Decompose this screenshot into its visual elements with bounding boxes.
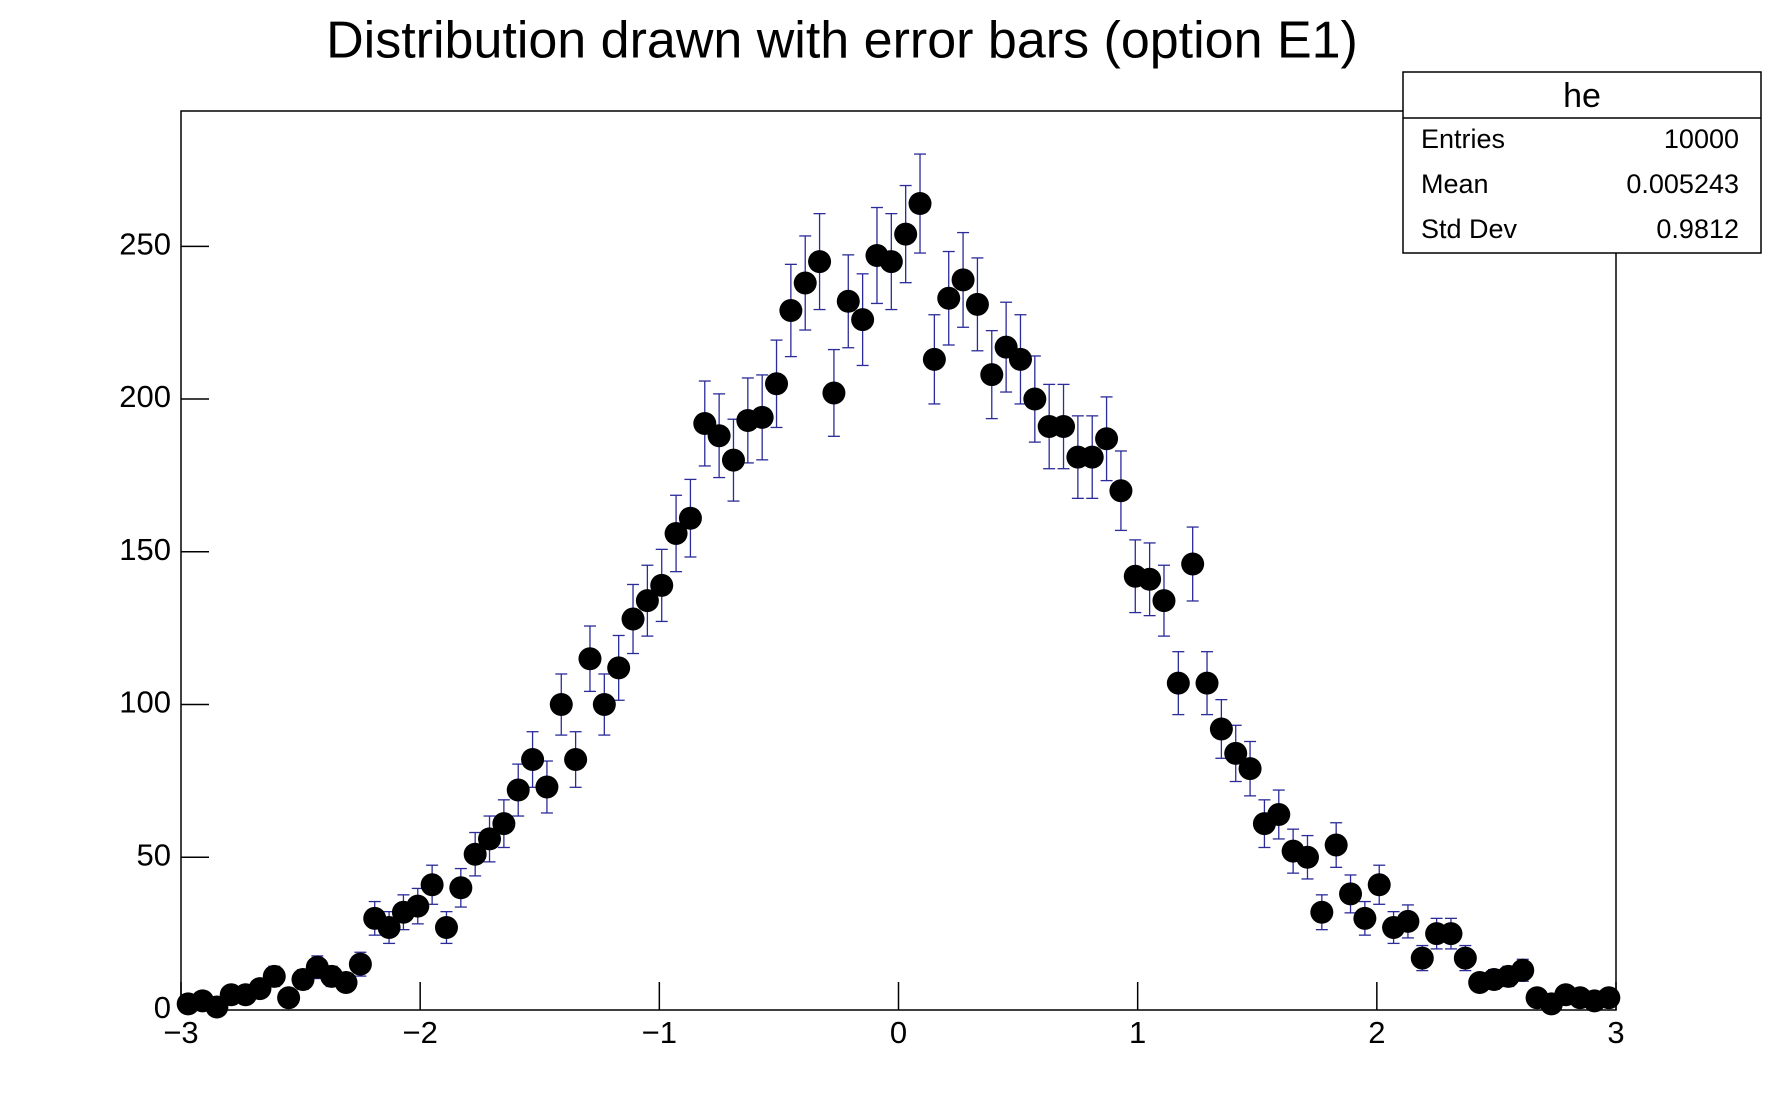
stats-title: he bbox=[1563, 77, 1601, 115]
data-point bbox=[879, 250, 903, 274]
x-tick-label: −2 bbox=[402, 1015, 437, 1050]
data-point bbox=[808, 250, 832, 274]
data-point bbox=[908, 192, 932, 216]
data-point bbox=[707, 424, 731, 448]
data-point bbox=[1339, 882, 1363, 906]
x-tick-label: −1 bbox=[642, 1015, 677, 1050]
data-point bbox=[564, 748, 588, 772]
stats-box bbox=[1402, 71, 1762, 254]
data-point bbox=[1511, 958, 1535, 982]
y-tick-label: 150 bbox=[119, 532, 171, 567]
data-point bbox=[635, 589, 659, 613]
data-point bbox=[980, 363, 1004, 387]
x-tick-label: 0 bbox=[890, 1015, 907, 1050]
data-point bbox=[851, 308, 875, 332]
data-point bbox=[1324, 833, 1348, 857]
data-point bbox=[965, 292, 989, 316]
data-point bbox=[449, 876, 473, 900]
data-point bbox=[1166, 671, 1190, 695]
x-tick-label: 3 bbox=[1607, 1015, 1624, 1050]
y-tick-label: 200 bbox=[119, 379, 171, 414]
data-point bbox=[607, 656, 631, 680]
stats-label: Entries bbox=[1421, 124, 1505, 154]
data-point bbox=[951, 268, 975, 292]
data-point bbox=[1152, 589, 1176, 613]
data-point bbox=[721, 448, 745, 472]
y-tick-label: 50 bbox=[137, 837, 171, 872]
data-point bbox=[1080, 445, 1104, 469]
data-point bbox=[377, 916, 401, 940]
data-point bbox=[894, 222, 918, 246]
data-point bbox=[406, 894, 430, 918]
data-point bbox=[678, 506, 702, 530]
data-point bbox=[1008, 347, 1032, 371]
x-tick-label: 1 bbox=[1129, 1015, 1146, 1050]
data-point bbox=[535, 775, 559, 799]
stats-label: Mean bbox=[1421, 169, 1489, 199]
data-point bbox=[1453, 946, 1477, 970]
data-point bbox=[836, 289, 860, 313]
data-point bbox=[1410, 946, 1434, 970]
data-point bbox=[1267, 802, 1291, 826]
data-point bbox=[506, 778, 530, 802]
data-point bbox=[463, 842, 487, 866]
data-point bbox=[1295, 845, 1319, 869]
data-point bbox=[478, 827, 502, 851]
data-point bbox=[621, 607, 645, 631]
data-point bbox=[1023, 387, 1047, 411]
data-point bbox=[277, 986, 301, 1010]
stats-label: Std Dev bbox=[1421, 214, 1518, 244]
data-point bbox=[1224, 741, 1248, 765]
data-point bbox=[592, 693, 616, 717]
data-point bbox=[521, 748, 545, 772]
data-point bbox=[922, 347, 946, 371]
y-tick-label: 0 bbox=[154, 990, 171, 1025]
data-point bbox=[1396, 909, 1420, 933]
data-point bbox=[750, 405, 774, 429]
data-point bbox=[1353, 906, 1377, 930]
x-tick-label: 2 bbox=[1368, 1015, 1385, 1050]
data-point bbox=[492, 812, 516, 836]
data-point bbox=[1195, 671, 1219, 695]
data-point bbox=[1209, 717, 1233, 741]
stats-value: 0.9812 bbox=[1656, 214, 1739, 244]
data-point bbox=[650, 573, 674, 597]
stats-value: 0.005243 bbox=[1626, 169, 1739, 199]
data-point bbox=[420, 873, 444, 897]
data-point bbox=[434, 916, 458, 940]
data-point bbox=[1138, 567, 1162, 591]
data-point bbox=[1439, 922, 1463, 946]
y-tick-label: 250 bbox=[119, 227, 171, 262]
data-point bbox=[1310, 900, 1334, 924]
data-point bbox=[1095, 427, 1119, 451]
x-tick-label: −3 bbox=[163, 1015, 198, 1050]
data-point bbox=[1597, 986, 1621, 1010]
data-point bbox=[1109, 479, 1133, 503]
data-point bbox=[578, 647, 602, 671]
data-point bbox=[1181, 552, 1205, 576]
data-point bbox=[1367, 873, 1391, 897]
chart-title: Distribution drawn with error bars (opti… bbox=[326, 12, 1358, 70]
data-point bbox=[348, 952, 372, 976]
data-point bbox=[262, 964, 286, 988]
data-point bbox=[664, 521, 688, 545]
data-point bbox=[793, 271, 817, 295]
data-point bbox=[334, 971, 358, 995]
data-point bbox=[1052, 415, 1076, 439]
data-point bbox=[549, 693, 573, 717]
y-tick-label: 100 bbox=[119, 685, 171, 720]
data-point bbox=[822, 381, 846, 405]
data-point bbox=[765, 372, 789, 396]
data-point bbox=[937, 286, 961, 310]
data-point bbox=[779, 298, 803, 322]
stats-value: 10000 bbox=[1664, 124, 1739, 154]
data-point bbox=[1238, 757, 1262, 781]
